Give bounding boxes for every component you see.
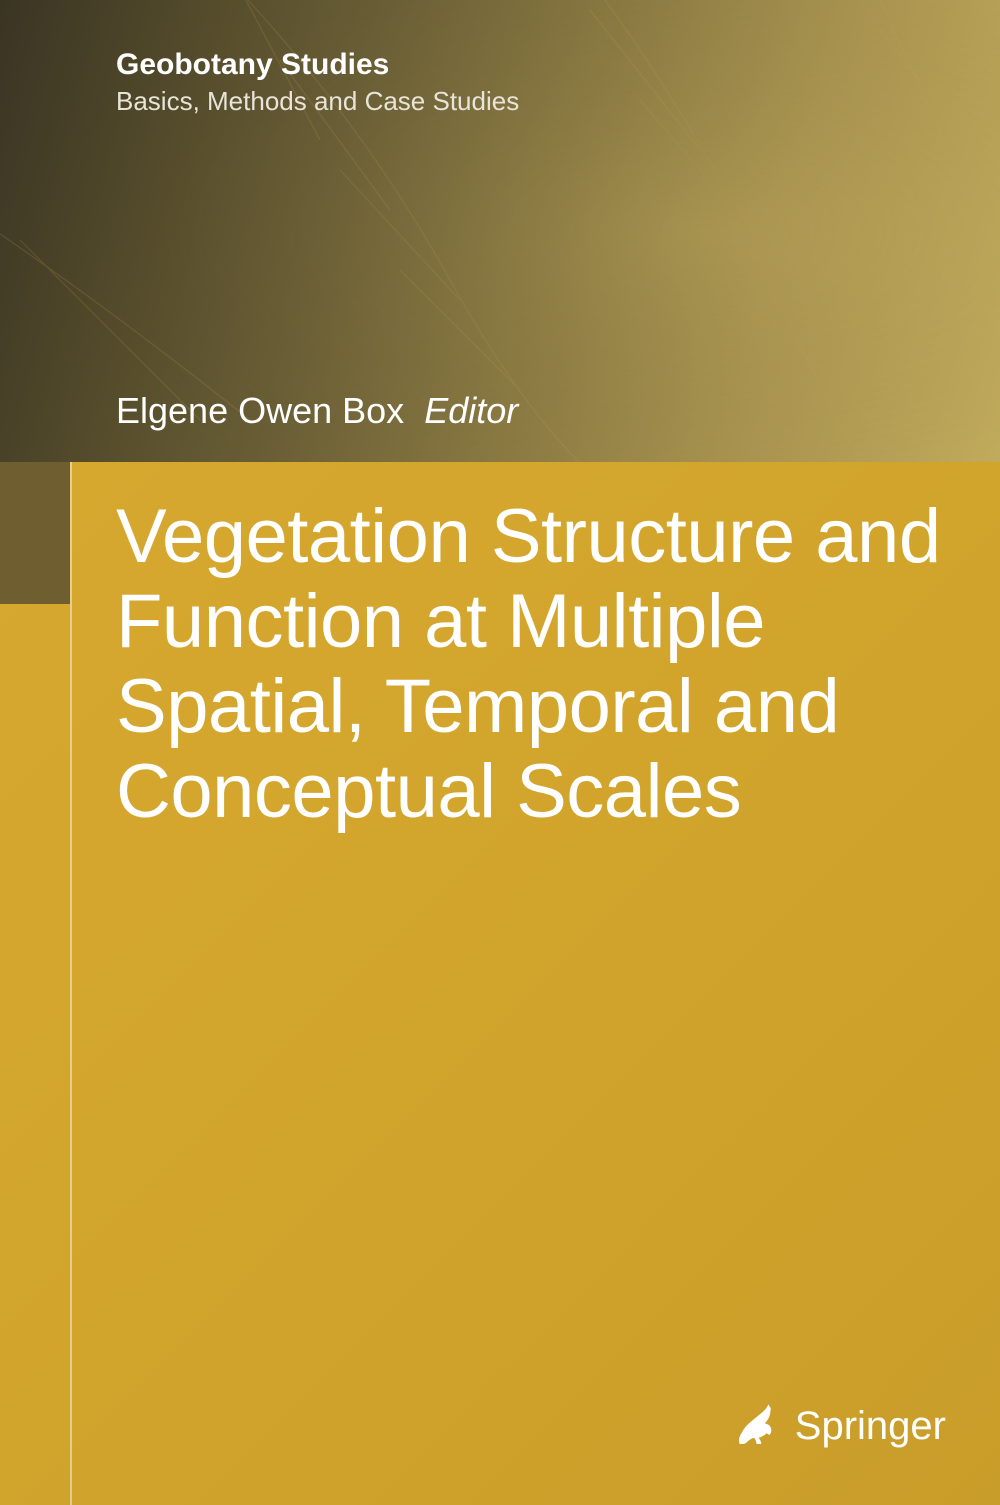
series-title: Geobotany Studies (116, 48, 389, 82)
editor-name: Elgene Owen Box (116, 390, 404, 431)
springer-horse-icon (727, 1399, 781, 1453)
series-subtitle: Basics, Methods and Case Studies (116, 86, 519, 117)
editor-line: Elgene Owen Box Editor (116, 390, 518, 432)
publisher-block: Springer (727, 1399, 946, 1453)
publisher-name: Springer (795, 1404, 946, 1449)
spine-accent-bar (0, 462, 70, 604)
editor-role: Editor (424, 390, 518, 431)
book-title: Vegetation Structure and Function at Mul… (116, 494, 946, 834)
book-cover: Geobotany Studies Basics, Methods and Ca… (0, 0, 1000, 1505)
vertical-rule (70, 462, 72, 1505)
